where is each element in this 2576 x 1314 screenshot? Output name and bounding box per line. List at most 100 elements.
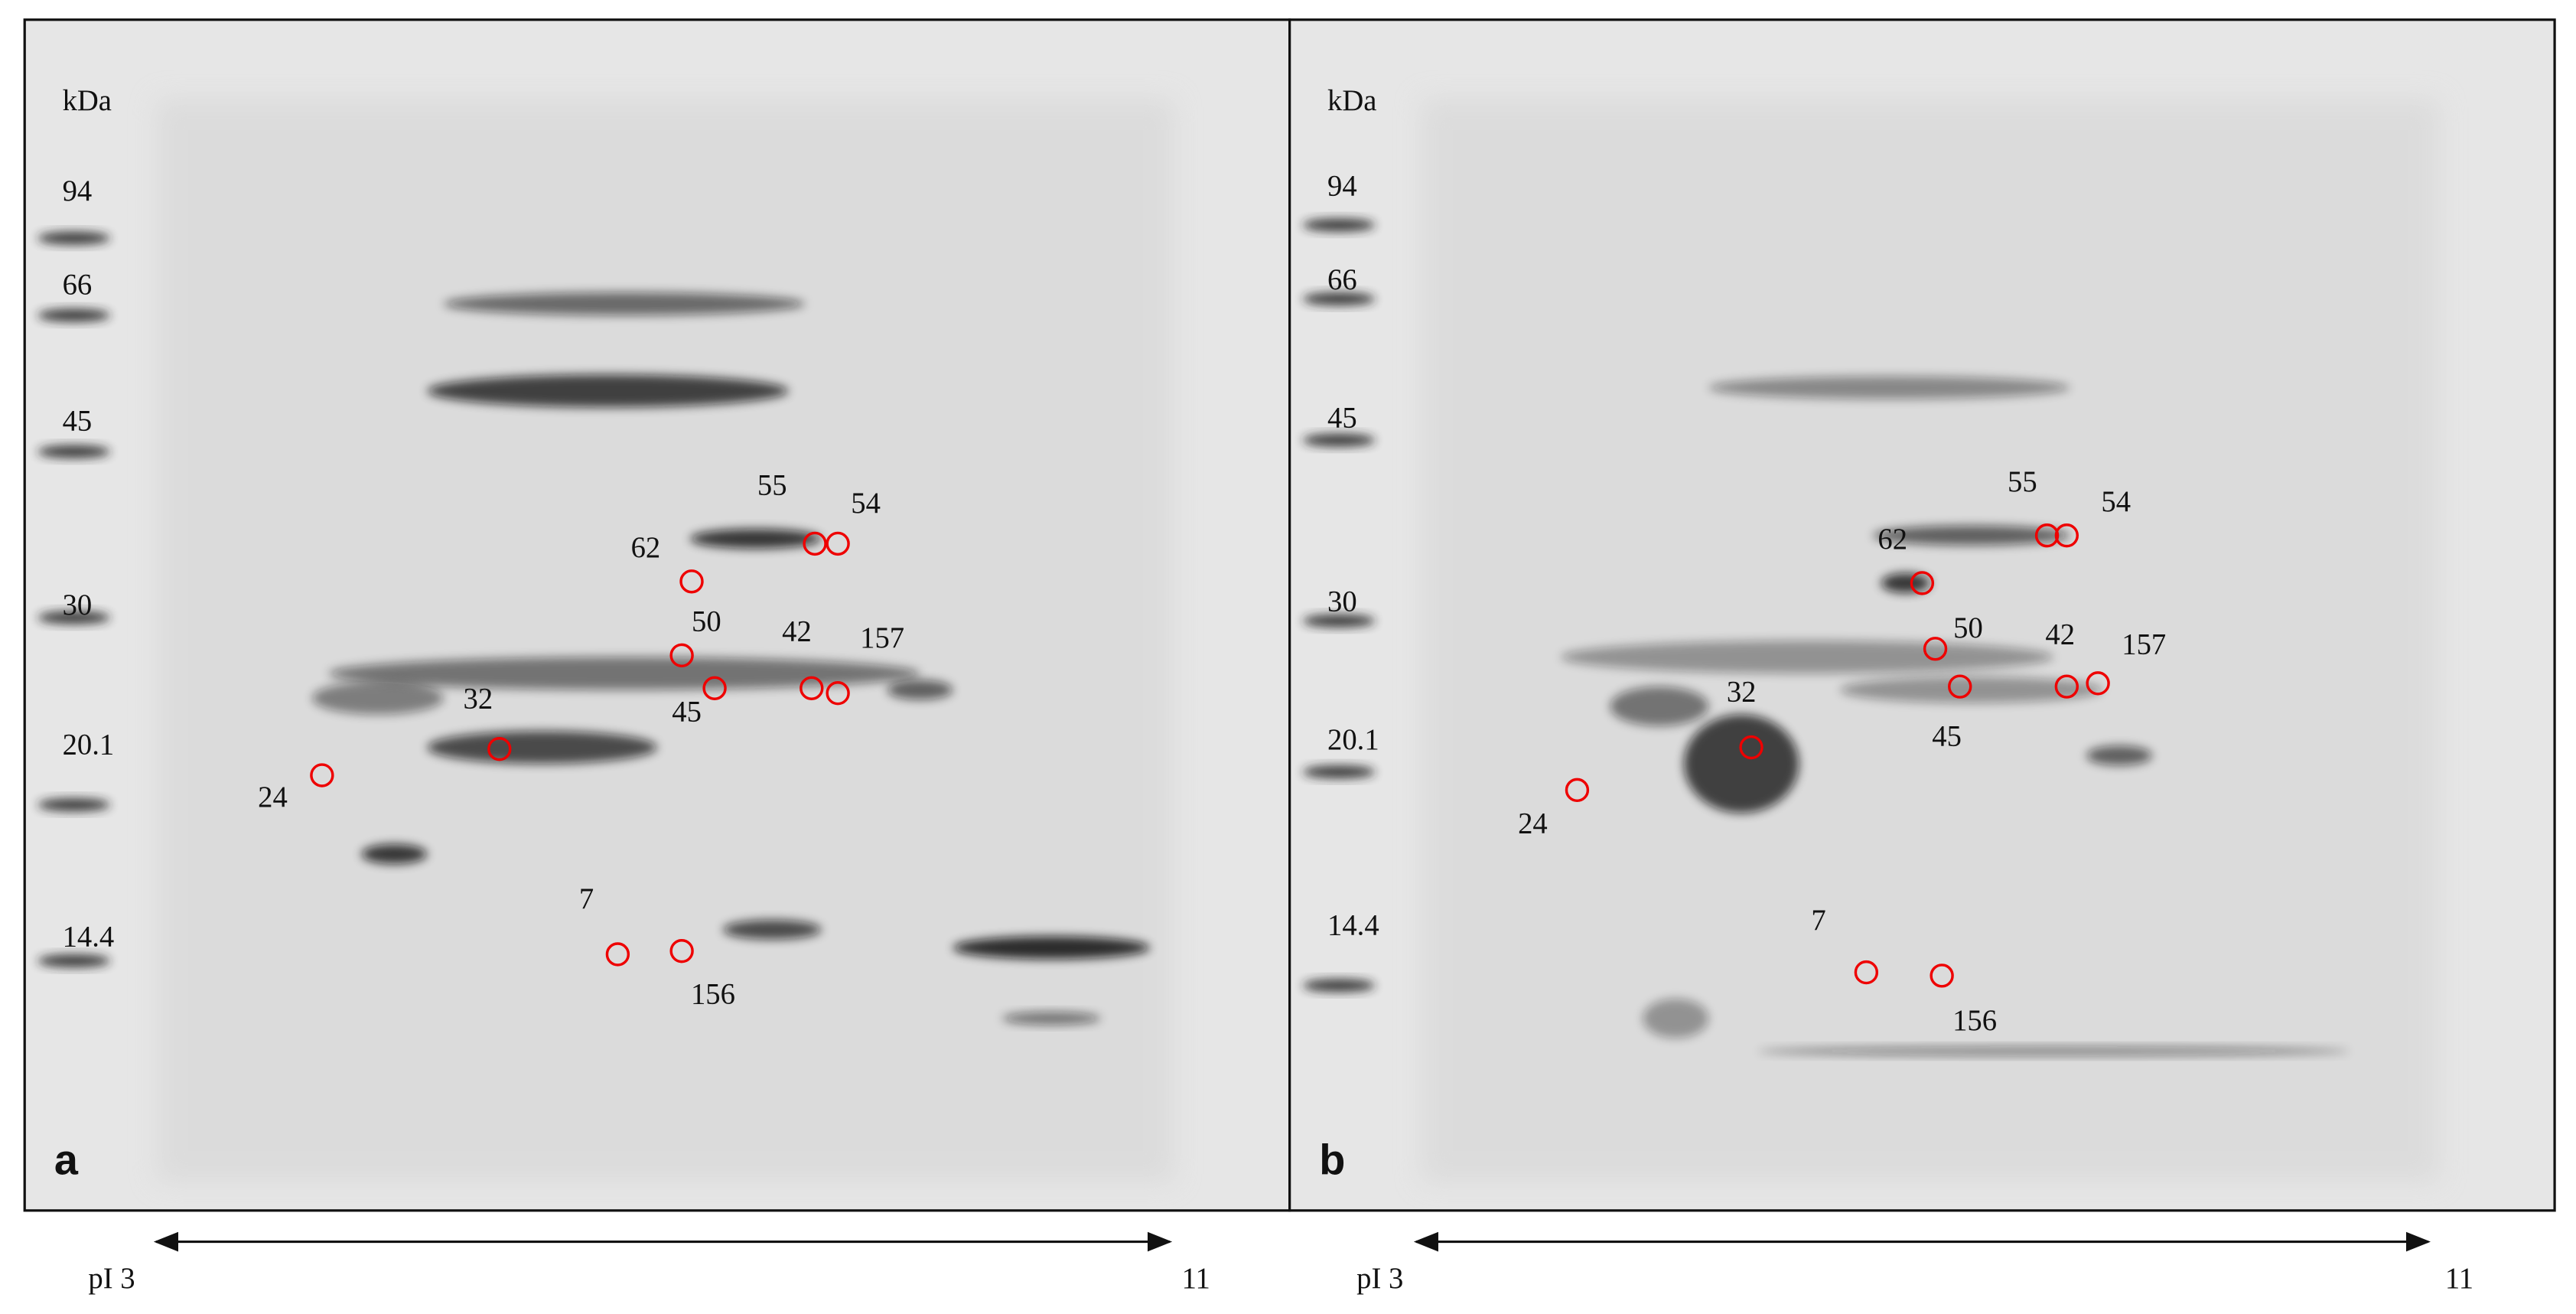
protein-spot-cluster [722, 919, 822, 940]
gel-panel: kDa 94 66 45 30 20.1 14.4 55 54 62 50 42 157 45 32 24 7 1… [1288, 18, 2556, 1295]
protein-spot-cluster [2086, 745, 2152, 766]
marker-band [37, 445, 110, 458]
spot-circle [1930, 963, 1954, 988]
ph-start-label: pI 3 [1356, 1263, 1403, 1295]
spot-circle [2054, 674, 2079, 699]
spot-label: 54 [2101, 486, 2131, 518]
spot-label: 50 [1953, 612, 1983, 644]
spot-label: 62 [631, 532, 661, 564]
spot-circle [669, 939, 694, 963]
protein-spot-cluster [427, 374, 789, 408]
protein-spot-cluster [1560, 641, 2054, 673]
spot-label: 24 [258, 781, 288, 814]
protein-spot-cluster [689, 529, 822, 549]
protein-spot-cluster [1757, 1046, 2350, 1057]
spot-circle [669, 643, 694, 668]
marker-band [1302, 218, 1376, 232]
protein-spot-cluster [1001, 1012, 1101, 1025]
spot-circle [826, 531, 850, 556]
spot-circle [1910, 571, 1935, 595]
spot-label: 32 [1727, 677, 1757, 709]
protein-spot-cluster [1881, 573, 1931, 593]
spot-circle [605, 942, 630, 967]
spot-label: 157 [2122, 629, 2166, 661]
ph-end-label: 11 [2445, 1263, 2473, 1295]
spot-circle [826, 681, 850, 706]
marker-label: 30 [63, 589, 93, 621]
marker-label: 45 [63, 406, 93, 438]
spot-circle [2034, 523, 2060, 548]
spot-label: 62 [1877, 523, 1907, 556]
protein-spot-cluster [1610, 686, 1709, 726]
spot-label: 55 [757, 469, 787, 501]
spot-label: 50 [692, 605, 721, 637]
marker-band [1302, 979, 1376, 993]
marker-label: 30 [1327, 586, 1357, 618]
ph-start-label: pI 3 [88, 1263, 135, 1295]
marker-label: 14.4 [1327, 910, 1379, 942]
spot-label: 45 [1932, 721, 1962, 753]
gel-group: kDa 94 66 45 30 20.1 14.4 55 54 62 50 42 157 45 32 24 7 1… [23, 18, 2556, 1295]
marker-label: 20.1 [1327, 724, 1379, 756]
spot-label: 156 [1952, 1005, 1997, 1037]
spot-circle [310, 763, 334, 787]
spot-label: 7 [579, 883, 594, 915]
marker-band [1302, 614, 1376, 628]
protein-spot-cluster [328, 657, 920, 690]
marker-band [1302, 765, 1376, 779]
spot-label: 156 [691, 979, 735, 1011]
protein-spot-cluster [1872, 525, 2070, 546]
marker-label: 66 [63, 269, 93, 301]
protein-spot-cluster [887, 680, 953, 700]
protein-spot-cluster [311, 681, 444, 715]
marker-band [37, 308, 110, 322]
protein-spot-cluster [1708, 376, 2070, 399]
spot-label: 42 [2045, 619, 2075, 651]
spot-label: 42 [782, 615, 812, 647]
protein-spot-cluster [1643, 998, 1709, 1038]
spot-label: 32 [464, 683, 493, 715]
gel-haze [155, 98, 1175, 1183]
marker-band [37, 611, 110, 624]
spot-label: 24 [1518, 807, 1548, 840]
marker-band [37, 798, 110, 812]
marker-label: 66 [1327, 264, 1357, 296]
spot-circle [800, 676, 824, 700]
marker-label: 94 [1327, 171, 1357, 203]
spot-label: 45 [672, 696, 702, 728]
panel-letter: a [54, 1135, 79, 1183]
marker-band [1302, 433, 1376, 447]
marker-label: 20.1 [63, 729, 115, 761]
spot-circle [803, 531, 827, 556]
spot-circle [1739, 735, 1763, 760]
ph-end-label: 11 [1182, 1263, 1210, 1295]
spot-circle [487, 737, 512, 761]
spot-circle [1565, 778, 1590, 803]
marker-band [1302, 292, 1376, 306]
marker-band [37, 954, 110, 968]
spot-label: 157 [860, 622, 904, 654]
marker-label: 94 [63, 175, 93, 207]
marker-band [37, 231, 110, 245]
protein-spot-cluster [427, 731, 657, 765]
protein-spot-cluster [953, 936, 1151, 960]
spot-circle [1854, 960, 1879, 985]
spot-circle [679, 569, 704, 594]
unit-label: kDa [63, 85, 112, 117]
spot-circle [702, 676, 727, 700]
spot-circle [1923, 637, 1948, 661]
marker-label: 14.4 [63, 921, 115, 954]
spot-label: 7 [1811, 905, 1825, 937]
spot-circle [1948, 674, 1972, 699]
protein-spot-cluster [1684, 714, 1799, 814]
spot-circle [2054, 523, 2079, 548]
protein-spot-cluster [443, 292, 806, 316]
panel-letter: b [1319, 1135, 1345, 1183]
spot-label: 55 [2008, 466, 2037, 498]
protein-spot-cluster [361, 844, 428, 864]
spot-label: 54 [851, 487, 881, 520]
spot-circle [2086, 671, 2110, 696]
unit-label: kDa [1327, 85, 1376, 117]
marker-label: 45 [1327, 402, 1357, 434]
